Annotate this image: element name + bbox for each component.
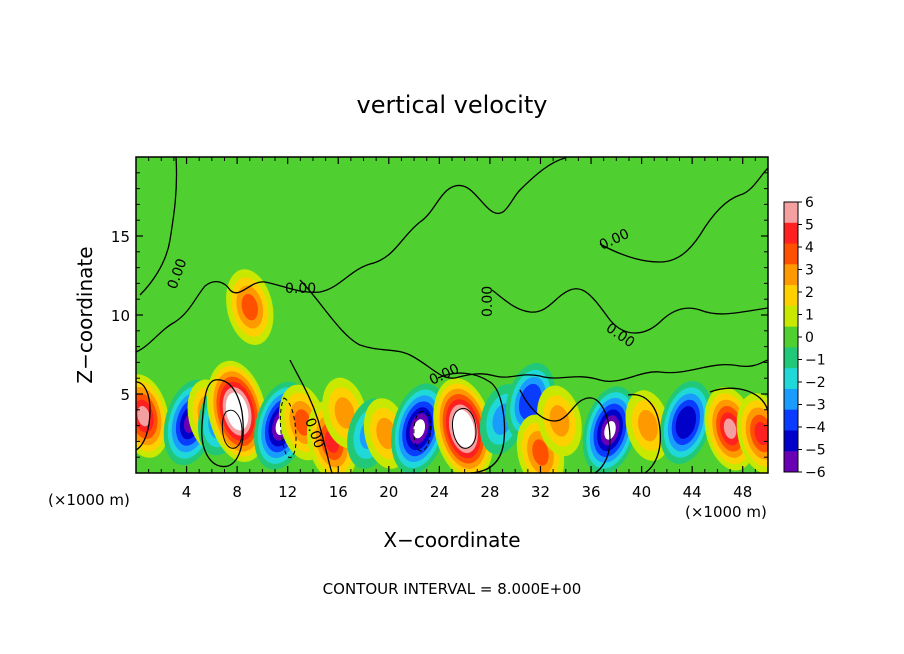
inner-contour-line [221,409,243,449]
x-tick-label: 12 [278,483,297,501]
zero-contour-line [136,381,151,451]
field-band [549,405,570,437]
zero-contour-line [139,157,178,296]
field-band [523,390,538,413]
x-unit-right: (×1000 m) [685,503,767,521]
zero-contour-line [299,279,768,382]
inner-contour-line [452,407,477,449]
x-tick-label: 24 [430,483,449,501]
field-band [679,412,693,433]
colorbar: 6 5 4 3 2 1 0 −1 −2 −3 −4 −5 −6 [783,195,826,481]
field-band [723,418,737,439]
field-band [294,409,312,436]
field-band [532,439,549,466]
zero-contour-line [201,379,244,468]
colorbar-label: −4 [805,420,826,436]
x-tick-label: 4 [182,483,192,501]
colorbar-label: 0 [805,330,814,346]
colorbar-label: −3 [805,398,826,414]
field-band [241,293,258,321]
y-tick-label: 10 [111,307,130,325]
y-axis-label: Z−coordinate [73,246,97,383]
x-axis: 4 8 12 16 20 24 28 32 36 40 44 48 [148,157,756,501]
chart-title: vertical velocity [357,91,548,119]
zero-contour-line [437,372,506,473]
x-tick-label: 28 [480,483,499,501]
contour-label: 0.00 [285,281,316,297]
colorbar-label: 4 [805,240,814,256]
field-band [137,405,150,427]
x-tick-label: 48 [733,483,752,501]
x-tick-label: 36 [581,483,600,501]
field-band [232,402,243,420]
field-band [754,421,768,446]
zero-contour-line [136,157,566,353]
x-axis-label: X−coordinate [383,528,520,552]
y-tick-label: 15 [111,228,130,246]
zero-contour-line [519,389,611,473]
colorbar-label: −1 [805,353,826,369]
zero-contour-line [599,167,768,263]
contour-interval-note: CONTOUR INTERVAL = 8.000E+00 [323,580,582,598]
field-band [637,409,658,442]
colorbar-swatch [784,222,798,245]
field-band [413,419,426,439]
zero-contour-line [627,393,661,473]
x-tick-label: 40 [632,483,651,501]
colorbar-label: 5 [805,218,814,234]
colorbar-swatch [784,388,798,411]
y-axis: 5 10 15 [111,172,768,458]
colorbar-swatch [784,326,798,348]
colorbar-label: 3 [805,263,814,279]
x-tick-label: 20 [379,483,398,501]
zero-contour-line [289,359,333,473]
colorbar-swatch [784,409,798,431]
velocity-field [136,269,768,473]
x-unit-left: (×1000 m) [48,491,130,509]
colorbar-label: 2 [805,285,814,301]
colorbar-swatch [784,285,798,307]
colorbar-swatch [784,368,798,390]
x-tick-label: 8 [232,483,242,501]
inner-contour-line [279,397,297,458]
x-tick-label: 16 [329,483,348,501]
colorbar-swatch [784,430,798,452]
colorbar-swatch [784,202,798,224]
zero-contours [136,157,768,473]
colorbar-label: 6 [805,195,814,211]
x-tick-label: 44 [683,483,702,501]
colorbar-swatch [784,305,798,328]
x-tick-label: 32 [531,483,550,501]
colorbar-label: −2 [805,375,826,391]
colorbar-swatch [784,347,798,369]
colorbar-label: −6 [805,465,826,481]
field-band [334,397,355,429]
field-band [458,420,469,438]
colorbar-swatch [784,451,798,473]
colorbar-label: 1 [805,308,814,324]
colorbar-label: −5 [805,443,826,459]
colorbar-swatch [784,264,798,286]
contour-label: 0.00 [480,286,496,317]
colorbar-swatch [784,243,798,265]
zero-contour-line [491,288,768,334]
inner-contour-line [413,410,431,452]
y-tick-label: 5 [120,386,130,404]
